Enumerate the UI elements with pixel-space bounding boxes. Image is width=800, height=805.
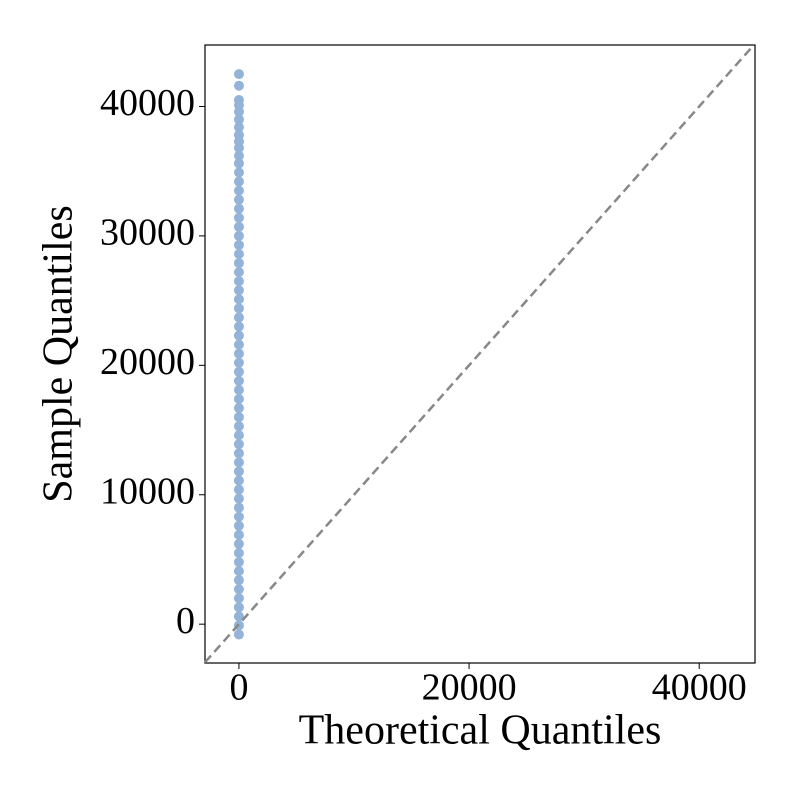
- x-axis-label: Theoretical Quantiles: [299, 708, 662, 754]
- point: [233, 511, 244, 522]
- point: [233, 502, 244, 513]
- point: [233, 150, 244, 161]
- point: [233, 321, 244, 332]
- point: [233, 393, 244, 404]
- point: [233, 366, 244, 377]
- point: [233, 375, 244, 386]
- point: [233, 484, 244, 495]
- point: [233, 303, 244, 314]
- point: [233, 249, 244, 260]
- point: [233, 194, 244, 205]
- point: [233, 167, 244, 178]
- point: [233, 430, 244, 441]
- point: [233, 221, 244, 232]
- point: [233, 384, 244, 395]
- point: [233, 239, 244, 250]
- point: [233, 348, 244, 359]
- point: [233, 258, 244, 269]
- point: [233, 493, 244, 504]
- x-tick-label: 0: [229, 667, 248, 709]
- y-tick-label: 20000: [100, 341, 195, 383]
- y-tick-label: 30000: [100, 212, 195, 254]
- point: [233, 611, 244, 622]
- point: [233, 212, 244, 223]
- point: [233, 357, 244, 368]
- point: [233, 185, 244, 196]
- point: [233, 129, 244, 140]
- point: [233, 475, 244, 486]
- point: [233, 520, 244, 531]
- point: [233, 158, 244, 169]
- point: [233, 412, 244, 423]
- point: [233, 538, 244, 549]
- point: [233, 339, 244, 350]
- point: [233, 330, 244, 341]
- point: [233, 629, 244, 640]
- y-tick-label: 40000: [100, 82, 195, 124]
- point: [233, 421, 244, 432]
- point: [233, 114, 244, 125]
- point: [233, 95, 244, 106]
- point: [233, 547, 244, 558]
- point: [233, 80, 244, 91]
- y-tick-label: 10000: [100, 470, 195, 512]
- point: [233, 602, 244, 613]
- point: [233, 267, 244, 278]
- point: [233, 203, 244, 214]
- x-tick-label: 20000: [422, 667, 517, 709]
- y-tick-label: 0: [176, 600, 195, 642]
- point: [233, 230, 244, 241]
- point: [233, 566, 244, 577]
- x-tick-label: 40000: [652, 667, 747, 709]
- point: [233, 466, 244, 477]
- y-axis-label: Sample Quantiles: [36, 205, 82, 502]
- point: [233, 403, 244, 414]
- point: [233, 312, 244, 323]
- point: [233, 557, 244, 568]
- point: [233, 285, 244, 296]
- point: [233, 593, 244, 604]
- point: [233, 584, 244, 595]
- point: [233, 176, 244, 187]
- point: [233, 294, 244, 305]
- point: [233, 448, 244, 459]
- point: [233, 122, 244, 133]
- point: [233, 69, 244, 80]
- point: [233, 575, 244, 586]
- point: [233, 457, 244, 468]
- reference-line: [204, 44, 755, 664]
- point: [233, 439, 244, 450]
- point: [233, 276, 244, 287]
- point: [233, 529, 244, 540]
